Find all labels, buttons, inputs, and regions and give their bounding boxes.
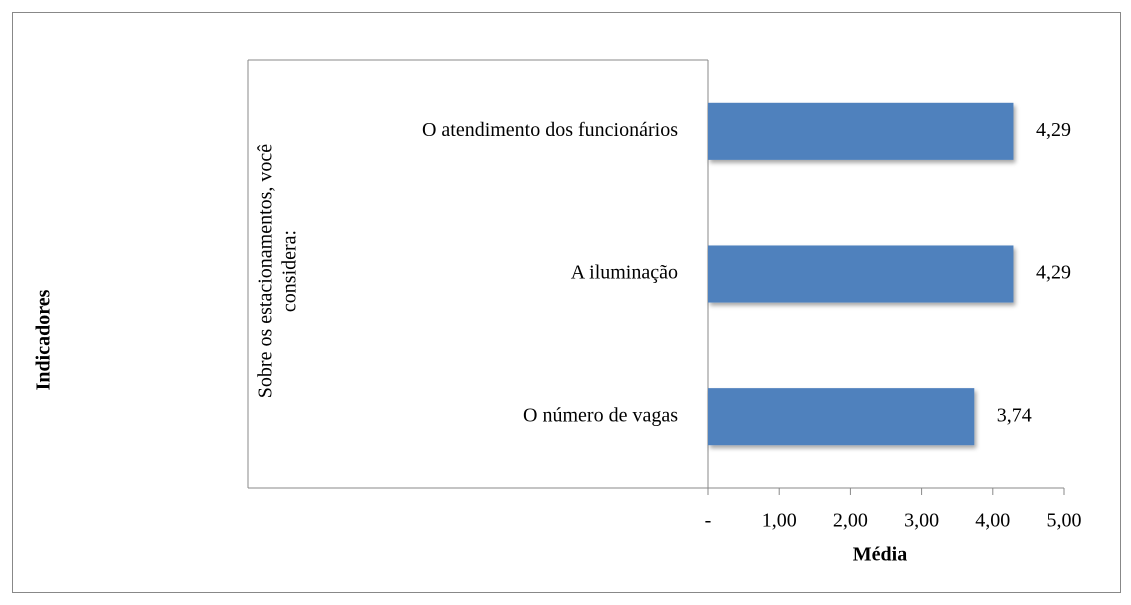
x-axis-label: Média: [853, 544, 907, 566]
y-tick-label: O número de vagas: [523, 404, 678, 426]
x-tick-label: 1,00: [762, 510, 797, 532]
x-tick-label: -: [705, 510, 712, 532]
x-tick-label: 4,00: [975, 510, 1010, 532]
data-label: 3,74: [997, 404, 1032, 426]
group-label: Sobre os estacionamentos, você considera…: [255, 144, 301, 398]
x-tick-label: 2,00: [833, 510, 868, 532]
y-axis-label: Indicadores: [33, 289, 55, 390]
group-label-line: Sobre os estacionamentos, você: [255, 144, 277, 398]
bar: [708, 388, 975, 446]
data-label: 4,29: [1036, 119, 1071, 141]
data-label: 4,29: [1036, 262, 1071, 284]
y-tick-label: O atendimento dos funcionários: [422, 119, 678, 141]
x-tick-label: 3,00: [904, 510, 939, 532]
bar: [708, 245, 1014, 303]
group-label-line: considera:: [279, 230, 301, 312]
y-tick-label: A iluminação: [571, 262, 678, 284]
bar: [708, 102, 1014, 160]
x-tick-label: 5,00: [1047, 510, 1082, 532]
